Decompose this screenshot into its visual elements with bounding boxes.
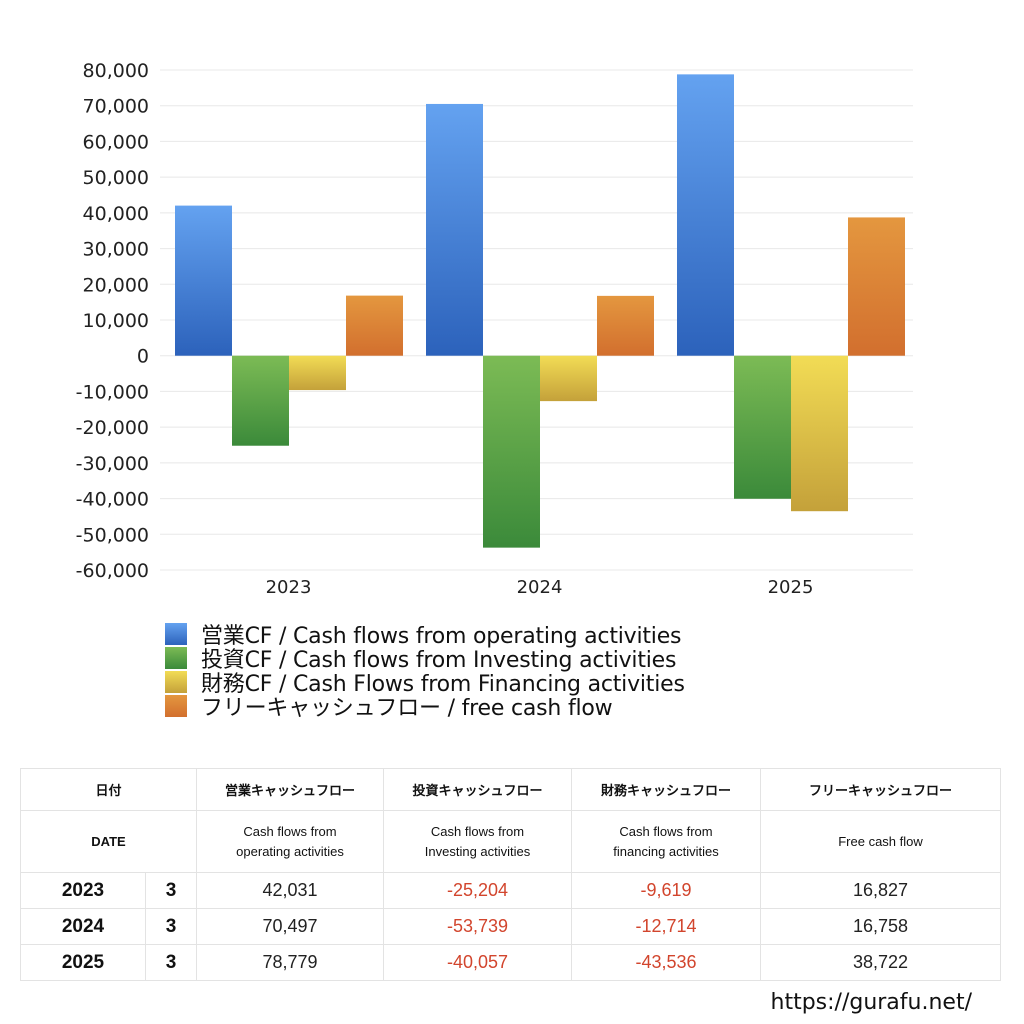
y-tick-label: 10,000 — [83, 310, 149, 332]
header-free-jp: フリーキャッシュフロー — [760, 768, 1002, 811]
header-text-line: operating activities — [236, 843, 344, 859]
row-free: 16,758 — [760, 908, 1002, 945]
legend-swatch-financing — [165, 671, 187, 693]
bar — [289, 355, 346, 391]
x-tick-label: 2023 — [266, 577, 312, 598]
y-tick-label: -60,000 — [76, 560, 149, 582]
header-financing-en: Cash flows from financing activities — [571, 810, 762, 873]
header-text-line: Cash flows from — [243, 823, 337, 839]
row-operating: 70,497 — [196, 908, 385, 945]
legend-item-free-cash-flow: フリーキャッシュフロー / free cash flow — [165, 694, 685, 721]
y-tick-label: -20,000 — [76, 417, 149, 439]
cash-flow-table: 日付 営業キャッシュフロー 投資キャッシュフロー 財務キャッシュフロー フリーキ… — [19, 768, 1002, 981]
table-header-en: DATE Cash flows from operating activities… — [19, 810, 1002, 873]
y-tick-label: -10,000 — [76, 381, 149, 403]
row-free: 16,827 — [760, 872, 1002, 909]
row-free: 38,722 — [760, 944, 1002, 981]
header-text-line: Cash flows from — [619, 823, 713, 839]
header-investing-jp: 投資キャッシュフロー — [383, 768, 573, 811]
y-tick-label: 30,000 — [83, 239, 149, 261]
header-date-jp: 日付 — [19, 768, 198, 811]
header-text-line: Investing activities — [424, 843, 531, 859]
cash-flow-bar-chart: 80,000 70,000 60,000 50,000 40,000 30,000 20,0… — [76, 60, 913, 598]
y-tick-label: -50,000 — [76, 524, 149, 546]
row-financing: -9,619 — [571, 872, 762, 909]
x-tick-label: 2024 — [517, 577, 563, 598]
y-tick-label: 60,000 — [83, 131, 149, 153]
legend-item-operating: 営業CF / Cash flows from operating activit… — [165, 622, 685, 649]
bar — [426, 103, 483, 356]
legend-label: 投資CF / Cash flows from Investing activit… — [201, 648, 677, 673]
header-date-en: DATE — [19, 810, 198, 873]
x-tick-label: 2025 — [768, 577, 814, 598]
table-row: 2024 3 70,497 -53,739 -12,714 16,758 — [20, 908, 1002, 945]
y-tick-label: -30,000 — [76, 453, 149, 475]
header-text-line: Cash flows from — [430, 823, 525, 839]
bar — [677, 74, 734, 356]
header-operating-jp: 営業キャッシュフロー — [196, 768, 385, 811]
legend-swatch-investing — [165, 647, 187, 669]
row-operating: 42,031 — [196, 872, 385, 909]
row-operating: 78,779 — [196, 944, 385, 981]
row-year: 2023 — [20, 872, 146, 909]
legend-swatch-free-cash-flow — [165, 695, 187, 717]
row-financing: -43,536 — [571, 944, 762, 981]
bar — [175, 205, 232, 356]
bar — [232, 355, 289, 446]
row-investing: -25,204 — [383, 872, 573, 909]
chart-legend: 営業CF / Cash flows from operating activit… — [165, 622, 685, 721]
header-operating-en: Cash flows from operating activities — [196, 810, 385, 873]
legend-item-financing: 財務CF / Cash Flows from Financing activit… — [165, 670, 685, 697]
row-year: 2025 — [20, 944, 146, 981]
row-month: 3 — [144, 944, 198, 981]
bar — [734, 355, 791, 499]
row-month: 3 — [144, 908, 198, 945]
site-url[interactable]: https://gurafu.net/ — [770, 990, 973, 1015]
x-axis-tick-labels: 2023 2024 2025 — [266, 577, 814, 598]
header-investing-en: Cash flows from Investing activities — [383, 810, 573, 873]
table-row: 2025 3 78,779 -40,057 -43,536 38,722 — [20, 944, 1002, 981]
row-financing: -12,714 — [571, 908, 762, 945]
y-tick-label: 40,000 — [83, 203, 149, 225]
header-financing-jp: 財務キャッシュフロー — [571, 768, 762, 811]
legend-item-investing: 投資CF / Cash flows from Investing activit… — [165, 646, 685, 673]
y-axis-tick-labels: 80,000 70,000 60,000 50,000 40,000 30,000 20,0… — [76, 60, 149, 582]
row-year: 2024 — [20, 908, 146, 945]
legend-label: フリーキャッシュフロー / free cash flow — [201, 696, 613, 721]
bar — [346, 295, 403, 356]
bar — [483, 355, 540, 548]
row-month: 3 — [144, 872, 198, 909]
row-investing: -40,057 — [383, 944, 573, 981]
bar — [791, 355, 848, 512]
y-tick-label: 80,000 — [83, 60, 149, 82]
chart-bars — [175, 74, 905, 548]
y-tick-label: 70,000 — [83, 96, 149, 118]
y-tick-label: 50,000 — [83, 167, 149, 189]
legend-label: 営業CF / Cash flows from operating activit… — [201, 624, 682, 649]
bar — [540, 355, 597, 402]
legend-swatch-operating — [165, 623, 187, 645]
bar — [848, 217, 905, 356]
legend-label: 財務CF / Cash Flows from Financing activit… — [201, 672, 685, 697]
y-tick-label: -40,000 — [76, 489, 149, 511]
table-header-jp: 日付 営業キャッシュフロー 投資キャッシュフロー 財務キャッシュフロー フリーキ… — [19, 768, 1002, 811]
header-free-en: Free cash flow — [760, 810, 1002, 873]
y-tick-label: 20,000 — [83, 274, 149, 296]
header-text-line: financing activities — [613, 843, 719, 859]
row-investing: -53,739 — [383, 908, 573, 945]
table-row: 2023 3 42,031 -25,204 -9,619 16,827 — [20, 872, 1002, 909]
y-tick-label: 0 — [137, 346, 149, 368]
bar — [597, 295, 654, 356]
